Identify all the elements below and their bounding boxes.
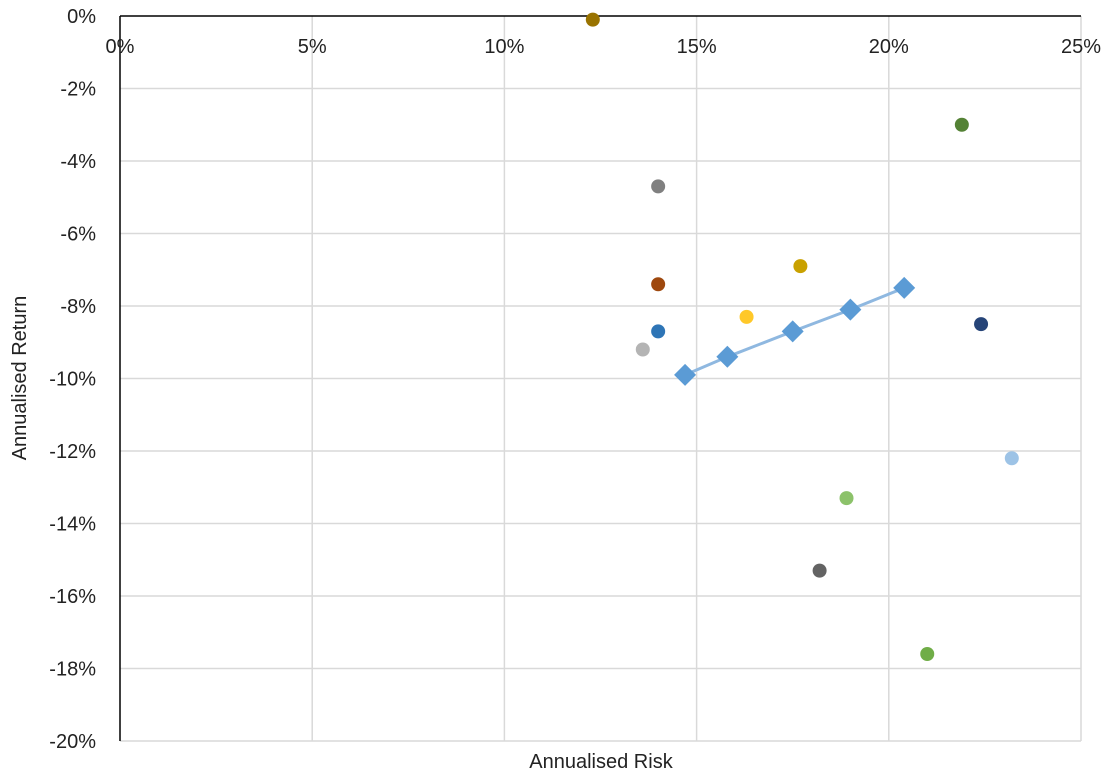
x-axis-title: Annualised Risk <box>529 751 673 773</box>
grid-lines <box>120 16 1082 742</box>
frontier-point <box>674 363 697 386</box>
x-tick-label: 10% <box>484 36 524 58</box>
x-tick-label: 0% <box>106 36 135 58</box>
y-tick-label: -12% <box>49 441 96 463</box>
x-tick-label: 20% <box>869 36 909 58</box>
y-tick-label: -2% <box>60 79 96 101</box>
frontier-point <box>893 276 916 299</box>
y-tick-label: -6% <box>60 224 96 246</box>
axes <box>119 15 1081 741</box>
y-tick-label: -4% <box>60 151 96 173</box>
asset-point <box>920 647 935 661</box>
asset-point <box>974 317 989 332</box>
asset-point <box>635 342 650 357</box>
x-tick-label: 25% <box>1061 36 1101 58</box>
y-tick-label: 0% <box>67 6 96 28</box>
asset-point <box>812 563 827 578</box>
asset-point <box>954 117 969 132</box>
asset-point <box>793 259 808 274</box>
y-tick-label: -14% <box>49 514 96 536</box>
asset-point <box>585 12 600 27</box>
asset-point <box>651 324 666 339</box>
asset-point <box>739 309 754 324</box>
asset-point <box>1004 451 1019 466</box>
tick-labels: 0% 5% 10% 15% 20% 25% 0% -2% -4% -6% -8% -10% -12% -1… <box>49 6 1101 753</box>
frontier-series <box>674 276 916 386</box>
y-tick-label: -20% <box>49 731 96 753</box>
y-tick-label: -16% <box>49 586 96 608</box>
asset-point <box>839 491 854 506</box>
x-tick-label: 15% <box>677 36 717 58</box>
frontier-point <box>781 320 804 343</box>
asset-point <box>651 277 666 292</box>
asset-point <box>651 179 666 194</box>
frontier-point <box>839 298 862 321</box>
y-tick-label: -10% <box>49 369 96 391</box>
y-tick-label: -8% <box>60 296 96 318</box>
y-tick-label: -18% <box>49 659 96 681</box>
frontier-point <box>716 345 739 368</box>
y-axis-title: Annualised Return <box>9 296 31 461</box>
x-tick-label: 5% <box>298 36 327 58</box>
asset-points <box>585 12 1019 661</box>
